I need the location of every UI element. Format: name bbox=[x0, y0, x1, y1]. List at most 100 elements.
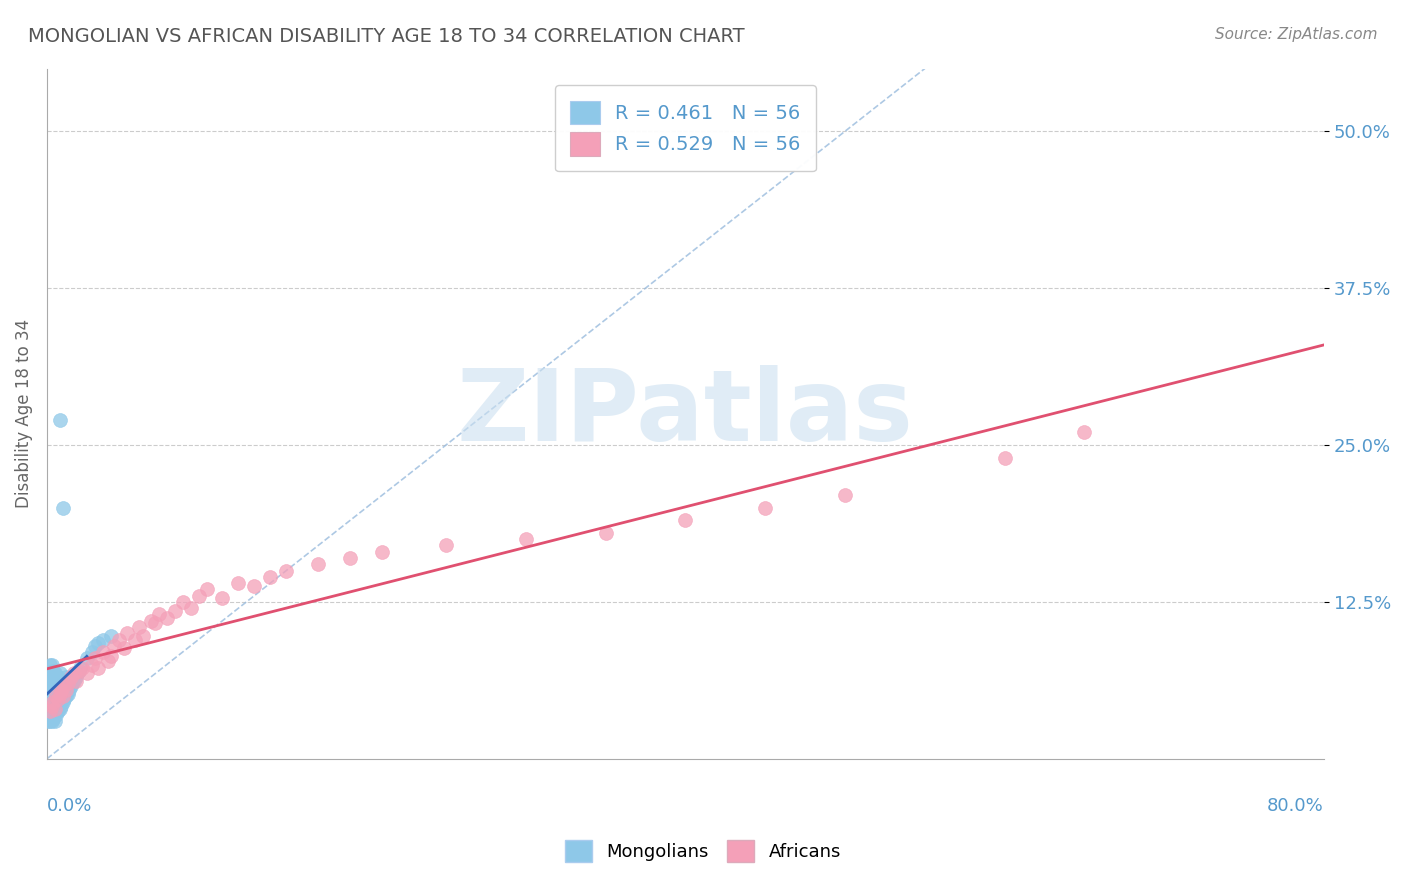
Point bbox=[80, 645, 103, 659]
Point bbox=[307, 558, 329, 572]
Point bbox=[63, 666, 86, 681]
Point bbox=[39, 670, 62, 684]
Point bbox=[45, 691, 67, 706]
Point bbox=[243, 578, 266, 592]
Point bbox=[48, 666, 70, 681]
Point bbox=[754, 500, 776, 515]
Text: 80.0%: 80.0% bbox=[1267, 797, 1324, 814]
Point bbox=[187, 589, 209, 603]
Point bbox=[63, 673, 86, 688]
Point bbox=[41, 714, 63, 728]
Point bbox=[276, 564, 298, 578]
Point bbox=[1073, 425, 1095, 440]
Point bbox=[48, 701, 70, 715]
Point bbox=[56, 686, 79, 700]
Point bbox=[46, 686, 69, 700]
Point bbox=[44, 701, 66, 715]
Point bbox=[112, 641, 135, 656]
Point bbox=[42, 695, 65, 709]
Point bbox=[100, 648, 122, 663]
Point bbox=[39, 714, 62, 728]
Point bbox=[51, 679, 73, 693]
Point bbox=[51, 682, 73, 697]
Point bbox=[42, 679, 65, 693]
Legend: Mongolians, Africans: Mongolians, Africans bbox=[558, 833, 848, 870]
Point bbox=[37, 689, 59, 703]
Point bbox=[115, 626, 138, 640]
Point bbox=[100, 629, 122, 643]
Point bbox=[48, 682, 70, 697]
Point bbox=[62, 676, 84, 690]
Legend: R = 0.461   N = 56, R = 0.529   N = 56: R = 0.461 N = 56, R = 0.529 N = 56 bbox=[555, 85, 815, 171]
Point bbox=[52, 676, 75, 690]
Point bbox=[42, 712, 65, 726]
Point bbox=[41, 682, 63, 697]
Text: 0.0%: 0.0% bbox=[46, 797, 93, 814]
Point bbox=[994, 450, 1017, 465]
Point bbox=[42, 695, 65, 709]
Point bbox=[124, 632, 146, 647]
Point bbox=[70, 661, 93, 675]
Point bbox=[172, 595, 194, 609]
Point bbox=[259, 570, 281, 584]
Point bbox=[83, 639, 105, 653]
Point bbox=[673, 513, 696, 527]
Point bbox=[55, 682, 77, 697]
Point bbox=[67, 664, 90, 678]
Point bbox=[48, 413, 70, 427]
Point bbox=[371, 545, 394, 559]
Point bbox=[41, 657, 63, 672]
Point bbox=[76, 651, 98, 665]
Point bbox=[44, 682, 66, 697]
Y-axis label: Disability Age 18 to 34: Disability Age 18 to 34 bbox=[15, 319, 32, 508]
Point bbox=[41, 699, 63, 714]
Point bbox=[59, 670, 82, 684]
Point bbox=[96, 654, 118, 668]
Text: ZIPatlas: ZIPatlas bbox=[457, 365, 914, 462]
Point bbox=[595, 525, 617, 540]
Point bbox=[66, 666, 89, 681]
Point bbox=[39, 682, 62, 697]
Point bbox=[80, 657, 103, 672]
Point bbox=[55, 670, 77, 684]
Point bbox=[48, 686, 70, 700]
Point bbox=[65, 673, 87, 688]
Point bbox=[44, 714, 66, 728]
Point bbox=[65, 670, 87, 684]
Point bbox=[45, 676, 67, 690]
Point bbox=[180, 601, 202, 615]
Point bbox=[59, 679, 82, 693]
Point bbox=[228, 576, 250, 591]
Point bbox=[145, 616, 167, 631]
Point bbox=[41, 670, 63, 684]
Point bbox=[67, 664, 90, 678]
Point bbox=[53, 673, 76, 688]
Point bbox=[76, 666, 98, 681]
Point bbox=[44, 666, 66, 681]
Point bbox=[53, 679, 76, 693]
Point bbox=[195, 582, 218, 597]
Point bbox=[87, 661, 110, 675]
Point bbox=[39, 657, 62, 672]
Point bbox=[139, 614, 162, 628]
Point bbox=[339, 551, 361, 566]
Point bbox=[42, 664, 65, 678]
Point bbox=[69, 661, 91, 675]
Point bbox=[37, 714, 59, 728]
Point bbox=[45, 689, 67, 703]
Point bbox=[128, 620, 150, 634]
Point bbox=[46, 670, 69, 684]
Point bbox=[39, 701, 62, 715]
Point bbox=[148, 607, 170, 622]
Point bbox=[55, 689, 77, 703]
Point bbox=[37, 701, 59, 715]
Point bbox=[211, 591, 233, 606]
Point bbox=[41, 699, 63, 714]
Text: MONGOLIAN VS AFRICAN DISABILITY AGE 18 TO 34 CORRELATION CHART: MONGOLIAN VS AFRICAN DISABILITY AGE 18 T… bbox=[28, 27, 745, 45]
Point bbox=[52, 695, 75, 709]
Point bbox=[163, 604, 186, 618]
Point bbox=[45, 707, 67, 722]
Point bbox=[52, 689, 75, 703]
Point bbox=[131, 629, 153, 643]
Point bbox=[83, 651, 105, 665]
